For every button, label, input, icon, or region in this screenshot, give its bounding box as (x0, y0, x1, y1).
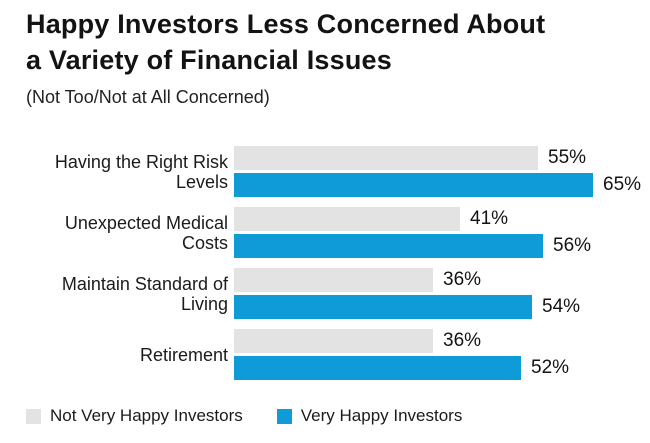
legend-swatch-icon (26, 408, 41, 424)
bar-value-label: 36% (443, 269, 482, 290)
bar-value-label: 56% (553, 235, 592, 256)
bar-line: 36% (234, 268, 624, 292)
bar-line: 65% (234, 173, 641, 197)
chart-group: Maintain Standard of Living 36% 54% (26, 268, 624, 319)
bar-value-label: 36% (443, 330, 482, 351)
bar-value-label: 54% (542, 296, 581, 317)
bar-pair: 36% 52% (234, 329, 624, 380)
bar-value-label: 41% (470, 208, 509, 229)
bar-very-happy-investors (234, 173, 593, 197)
bar-line: 55% (234, 146, 641, 170)
bar-value-label: 65% (603, 174, 642, 195)
bar-pair: 55% 65% (234, 146, 641, 197)
bar-line: 52% (234, 356, 624, 380)
bar-not-very-happy-investors (234, 268, 433, 292)
chart-title-line2: a Variety of Financial Issues (26, 45, 392, 75)
category-label: Unexpected Medical Costs (64, 212, 228, 253)
bar-line: 54% (234, 295, 624, 319)
legend-label: Not Very Happy Investors (50, 406, 243, 425)
chart-subtitle: (Not Too/Not at All Concerned) (26, 87, 270, 107)
legend-item: Very Happy Investors (276, 406, 463, 426)
bar-line: 41% (234, 207, 624, 231)
bar-not-very-happy-investors (234, 207, 460, 231)
bar-value-label: 52% (531, 357, 570, 378)
bar-value-label: 55% (548, 147, 587, 168)
legend-item: Not Very Happy Investors (26, 406, 243, 426)
bar-line: 36% (234, 329, 624, 353)
legend-swatch-icon (276, 408, 292, 424)
bar-chart: Having the Right Risk Levels 55% 65% Unexpe… (26, 146, 641, 380)
bar-pair: 41% 56% (234, 207, 624, 258)
bar-not-very-happy-investors (234, 146, 538, 170)
bar-very-happy-investors (234, 295, 532, 319)
category-label: Having the Right Risk Levels (54, 151, 228, 192)
chart-group: Retirement 36% 52% (26, 329, 624, 380)
bar-pair: 36% 54% (234, 268, 624, 319)
chart-title-line1: Happy Investors Less Concerned About (26, 9, 546, 39)
bar-line: 56% (234, 234, 624, 258)
chart-group: Having the Right Risk Levels 55% 65% (26, 146, 641, 197)
bar-very-happy-investors (234, 356, 521, 380)
chart-title: Happy Investors Less Concerned About a V… (26, 6, 624, 78)
legend: Not Very Happy Investors Very Happy Inves… (26, 406, 624, 426)
chart-group: Unexpected Medical Costs 41% 56% (26, 207, 624, 258)
category-label: Retirement (139, 344, 228, 365)
category-label: Maintain Standard of Living (61, 273, 228, 314)
bar-not-very-happy-investors (234, 329, 433, 353)
legend-label: Very Happy Investors (300, 406, 463, 425)
bar-very-happy-investors (234, 234, 543, 258)
